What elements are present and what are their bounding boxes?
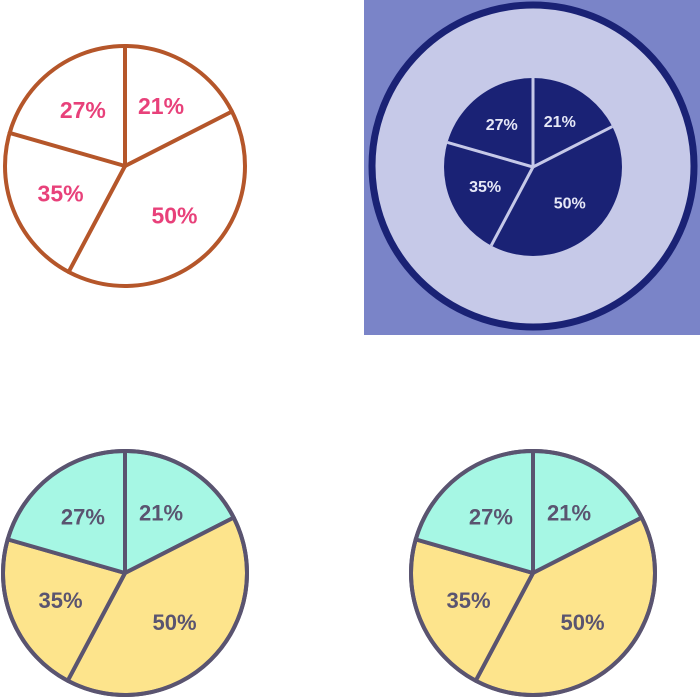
slice-label-27: 27% bbox=[469, 505, 513, 530]
pie-chart-filled-right: 21% 50% 35% 27% bbox=[400, 445, 700, 700]
slice-label-21: 21% bbox=[544, 114, 576, 131]
slice-label-27: 27% bbox=[486, 117, 518, 134]
pie-divider-line bbox=[123, 109, 234, 168]
slice-label-50: 50% bbox=[151, 202, 197, 228]
pie-divider-line bbox=[532, 125, 613, 169]
slice-label-50: 50% bbox=[554, 195, 586, 212]
pie-divider-line bbox=[7, 130, 127, 168]
slice-label-50: 50% bbox=[560, 610, 604, 635]
pie-divider-line bbox=[447, 141, 534, 169]
pie-divider-line bbox=[489, 166, 535, 247]
slice-label-21: 21% bbox=[139, 500, 183, 525]
pie-slices bbox=[1, 449, 249, 697]
pie-chart-badge-svg: 21% 50% 35% 27% bbox=[364, 0, 700, 335]
slice-label-35: 35% bbox=[447, 588, 491, 613]
slice-label-27: 27% bbox=[61, 505, 105, 530]
pie-chart-badge: 21% 50% 35% 27% bbox=[364, 0, 700, 335]
slice-label-21: 21% bbox=[547, 500, 591, 525]
pie-slices bbox=[409, 449, 657, 697]
pie-outline-circle bbox=[1, 449, 249, 697]
slice-label-27: 27% bbox=[60, 97, 106, 123]
pie-dividers bbox=[7, 44, 234, 274]
pie-chart-outline-svg: 21% 50% 35% 27% bbox=[3, 44, 247, 288]
pie-chart-filled-left: 21% 50% 35% 27% bbox=[0, 445, 350, 700]
slice-label-50: 50% bbox=[152, 610, 196, 635]
pie-divider-line bbox=[66, 164, 127, 274]
slice-label-35: 35% bbox=[469, 179, 501, 196]
pie-chart-filled-left-svg: 21% 50% 35% 27% bbox=[1, 449, 249, 697]
slice-label-35: 35% bbox=[39, 588, 83, 613]
pie-dividers bbox=[447, 78, 613, 247]
pie-chart-outline: 21% 50% 35% 27% bbox=[0, 0, 350, 335]
pie-chart-filled-right-svg: 21% 50% 35% 27% bbox=[409, 449, 657, 697]
slice-label-35: 35% bbox=[38, 180, 84, 206]
pie-outline-circle bbox=[409, 449, 657, 697]
slice-label-21: 21% bbox=[138, 93, 184, 119]
